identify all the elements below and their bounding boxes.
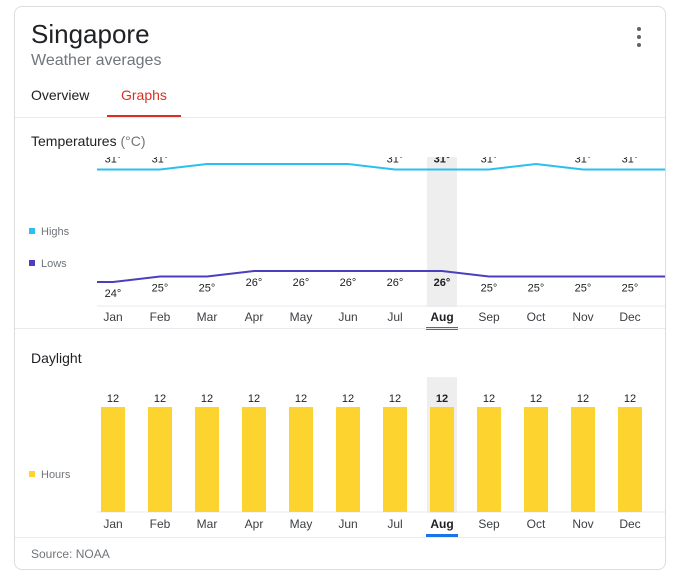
month-tick-label: Aug <box>430 517 453 531</box>
tab-graphs-underline <box>107 115 181 117</box>
tabs-divider <box>15 117 665 118</box>
section-divider <box>15 328 665 329</box>
daylight-bar <box>101 407 125 512</box>
month-tick-label: Mar <box>197 517 218 531</box>
lows-value-label: 25° <box>575 283 592 295</box>
daylight-chart: 12 12 12 12 12 12 12 12 12 12 12 12 Hours Jan Feb Mar Ap… <box>29 377 665 537</box>
month-tick-label: May <box>290 517 313 531</box>
month-tick-label: Apr <box>245 517 264 531</box>
highs-value-label: 32° <box>293 157 310 160</box>
selected-month-band <box>427 157 457 307</box>
daylight-value-label: 12 <box>530 393 542 405</box>
daylight-value-label: 12 <box>154 393 166 405</box>
hours-legend-label: Hours <box>41 469 71 481</box>
lows-legend-label: Lows <box>41 258 67 270</box>
month-tick-label: Dec <box>619 310 640 324</box>
highs-value-label: 32° <box>246 157 263 160</box>
highs-value-label: 32° <box>199 157 216 160</box>
temperatures-unit: (°C) <box>120 133 146 149</box>
daylight-value-label: 12 <box>624 393 636 405</box>
location-title: Singapore <box>31 19 150 49</box>
highs-value-label: 31° <box>481 157 498 166</box>
month-tick-label: Jun <box>338 310 357 324</box>
daylight-value-label: 12 <box>248 393 260 405</box>
lows-value-label: 26° <box>387 277 404 289</box>
month-tick-label: Jan <box>103 517 122 531</box>
temperatures-title: Temperatures <box>31 133 117 149</box>
month-tick-label: Aug <box>430 310 453 324</box>
hours-legend-swatch <box>29 471 35 477</box>
daylight-bar <box>242 407 266 512</box>
footer-divider <box>15 537 665 538</box>
month-tick-label: Mar <box>197 310 218 324</box>
daylight-value-label: 12 <box>107 393 119 405</box>
lows-value-label: 25° <box>622 283 639 295</box>
highs-value-label: 32° <box>340 157 357 160</box>
highs-value-label: 31° <box>152 157 169 166</box>
temperature-chart: 31° 31° 32° 32° 32° 32° 31° 31° 31° 32° 31° 31° 24° 2… <box>29 157 665 330</box>
location-subtitle: Weather averages <box>31 52 162 69</box>
month-tick-label: Feb <box>150 517 171 531</box>
lows-value-label: 26° <box>246 277 263 289</box>
selected-month-underline <box>426 534 458 537</box>
daylight-value-label: 12 <box>295 393 307 405</box>
lows-value-label: 24° <box>105 288 122 300</box>
highs-value-label: 31° <box>387 157 404 166</box>
daylight-value-label: 12 <box>389 393 401 405</box>
month-tick-label: Oct <box>527 310 546 324</box>
lows-value-label: 26° <box>434 277 451 289</box>
daylight-value-label: 12 <box>342 393 354 405</box>
highs-legend-label: Highs <box>41 226 70 238</box>
highs-value-label: 32° <box>528 157 545 160</box>
source-note: Source: NOAA <box>31 547 110 561</box>
lows-value-label: 25° <box>152 283 169 295</box>
highs-value-label: 31° <box>575 157 592 166</box>
month-tick-label: Nov <box>572 310 593 324</box>
lows-value-label: 25° <box>199 283 216 295</box>
daylight-bar <box>618 407 642 512</box>
month-tick-label: Nov <box>572 517 593 531</box>
month-tick-label: Jun <box>338 517 357 531</box>
month-tick-label: Dec <box>619 517 640 531</box>
month-tick-label: May <box>290 310 313 324</box>
lows-value-label: 25° <box>481 283 498 295</box>
daylight-bar <box>195 407 219 512</box>
lows-line <box>97 270 665 283</box>
month-tick-label: Sep <box>478 517 500 531</box>
daylight-value-label: 12 <box>436 393 448 405</box>
daylight-bar <box>383 407 407 512</box>
daylight-title: Daylight <box>31 350 82 366</box>
highs-line <box>97 162 665 171</box>
daylight-bar <box>148 407 172 512</box>
month-tick-label: Jul <box>387 517 402 531</box>
daylight-bar <box>524 407 548 512</box>
highs-legend-swatch <box>29 228 35 234</box>
daylight-bar <box>336 407 360 512</box>
lows-legend-swatch <box>29 260 35 266</box>
month-tick-label: Jul <box>387 310 402 324</box>
daylight-bar <box>289 407 313 512</box>
highs-value-label: 31° <box>105 157 122 166</box>
lows-value-label: 25° <box>528 283 545 295</box>
daylight-value-label: 12 <box>577 393 589 405</box>
month-tick-label: Feb <box>150 310 171 324</box>
weather-card: Singapore Weather averages Overview Grap… <box>14 6 666 570</box>
tab-overview[interactable]: Overview <box>31 87 90 103</box>
more-vert-icon[interactable] <box>627 25 651 49</box>
daylight-bar <box>430 407 454 512</box>
daylight-bar <box>477 407 501 512</box>
lows-value-label: 26° <box>340 277 357 289</box>
month-tick-label: Sep <box>478 310 500 324</box>
month-tick-label: Apr <box>245 310 264 324</box>
highs-value-label: 31° <box>622 157 639 166</box>
month-tick-label: Oct <box>527 517 546 531</box>
highs-value-label: 31° <box>434 157 451 166</box>
month-tick-label: Jan <box>103 310 122 324</box>
daylight-bar <box>571 407 595 512</box>
lows-value-label: 26° <box>293 277 310 289</box>
tab-graphs[interactable]: Graphs <box>121 87 167 103</box>
temperatures-heading: Temperatures (°C) <box>31 133 146 149</box>
daylight-value-label: 12 <box>201 393 213 405</box>
daylight-value-label: 12 <box>483 393 495 405</box>
